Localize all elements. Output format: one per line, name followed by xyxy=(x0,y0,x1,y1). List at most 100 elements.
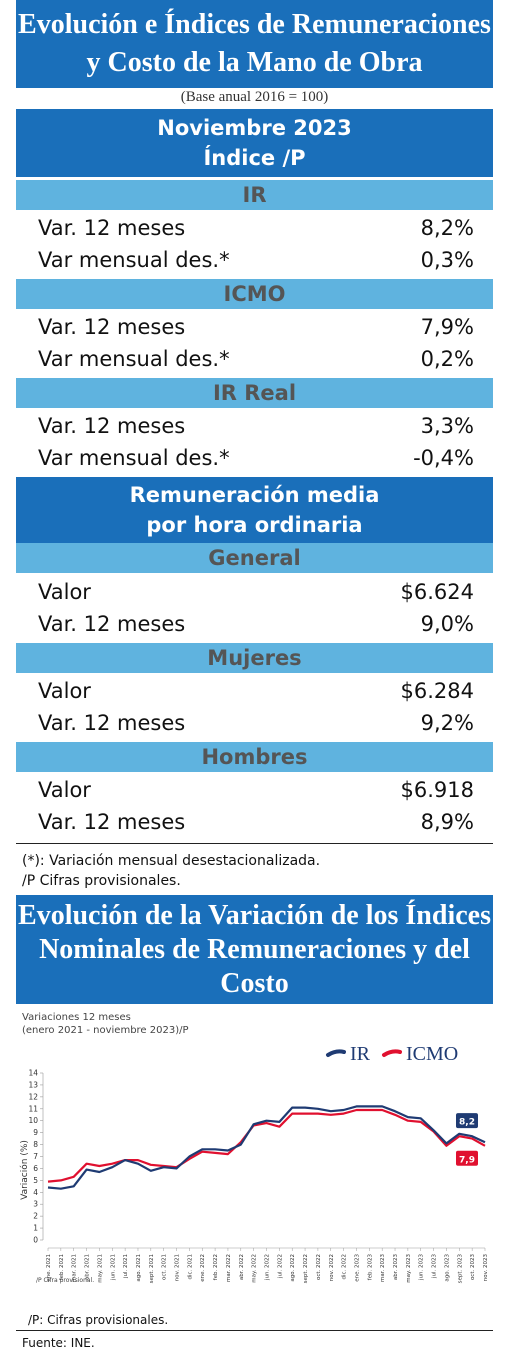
chart-series xyxy=(47,1105,486,1190)
y-tick-label: 8 xyxy=(33,1140,38,1149)
y-tick-label: 4 xyxy=(33,1188,38,1197)
x-tick-label: may. 2023 xyxy=(406,1254,412,1283)
row-label: Valor xyxy=(38,778,91,802)
x-tick-label: jun. 2022 xyxy=(265,1254,271,1281)
row-label: Var mensual des.* xyxy=(38,446,230,470)
row-label: Var mensual des.* xyxy=(38,248,230,272)
mujeres-row-var12: Var. 12 meses 9,2% xyxy=(38,707,474,739)
y-axis-title: Variación (%) xyxy=(19,1140,30,1200)
x-tick-label: dic. 2022 xyxy=(342,1254,348,1280)
row-label: Valor xyxy=(38,679,91,703)
x-tick-label: dic. 2021 xyxy=(187,1254,193,1280)
row-value: 7,9% xyxy=(420,315,474,339)
ir-row-varmensual: Var mensual des.* 0,3% xyxy=(38,244,474,276)
group-mujeres-header: Mujeres xyxy=(16,643,493,673)
main-title-line2: y Costo de la Mano de Obra xyxy=(86,47,423,78)
chart-section-title: Evolución de la Variación de los Índices… xyxy=(16,895,493,1033)
period-month: Noviembre 2023 xyxy=(157,116,352,140)
row-label: Var. 12 meses xyxy=(38,612,186,636)
note-provisional: /P Cifras provisionales. xyxy=(22,873,181,889)
chart-legend: IR ICMO xyxy=(326,1043,458,1065)
row-value: 3,3% xyxy=(420,414,474,438)
row-value: -0,4% xyxy=(413,446,474,470)
row-label: Valor xyxy=(38,580,91,604)
x-tick-label: jun. 2021 xyxy=(110,1254,116,1281)
note-desestacionalizada: (*): Variación mensual desestacionalizad… xyxy=(22,853,321,869)
row-value: 8,9% xyxy=(420,810,474,834)
remuneracion-header: Remuneración media por hora ordinaria xyxy=(16,477,493,543)
period-header: Noviembre 2023 Índice /P xyxy=(16,109,493,177)
y-tick-label: 14 xyxy=(28,1069,38,1078)
section-ir-header: IR xyxy=(16,180,493,210)
mujeres-row-valor: Valor $6.284 xyxy=(38,675,474,707)
x-tick-label: mar. 2021 xyxy=(72,1254,78,1282)
chart-footnote: /P: Cifras provisionales. xyxy=(28,1313,169,1327)
end-label-ir: 8,2 xyxy=(459,1118,475,1128)
row-label: Var. 12 meses xyxy=(38,414,186,438)
x-tick-label: feb. 2023 xyxy=(367,1254,373,1281)
y-tick-label: 6 xyxy=(33,1164,38,1173)
y-tick-label: 13 xyxy=(28,1080,38,1089)
x-tick-label: mar. 2022 xyxy=(226,1254,232,1282)
source-note: Fuente: INE. xyxy=(22,1336,95,1350)
section-irreal-header: IR Real xyxy=(16,378,493,408)
x-tick-label: oct. 2021 xyxy=(162,1254,168,1280)
x-tick-label: ene. 2022 xyxy=(200,1254,206,1282)
row-value: 0,2% xyxy=(420,347,474,371)
remuneracion-title-line2: por hora ordinaria xyxy=(146,513,363,537)
x-tick-label: ago. 2021 xyxy=(136,1254,142,1282)
x-tick-label: abr. 2023 xyxy=(393,1254,399,1281)
x-tick-label: ago. 2023 xyxy=(444,1254,450,1282)
row-value: $6.284 xyxy=(400,679,474,703)
end-label-box-ir xyxy=(456,1113,478,1129)
y-tick-label: 5 xyxy=(33,1176,38,1185)
row-value: 9,0% xyxy=(420,612,474,636)
x-tick-label: mar. 2023 xyxy=(380,1254,386,1282)
y-tick-label: 1 xyxy=(33,1224,38,1233)
x-tick-label: may. 2022 xyxy=(252,1254,258,1283)
row-label: Var mensual des.* xyxy=(38,347,230,371)
legend-ir-swatch xyxy=(326,1049,346,1057)
chart-subtitle-line1: Variaciones 12 meses xyxy=(22,1012,131,1023)
x-tick-label: jul. 2022 xyxy=(277,1254,283,1279)
x-tick-label: oct. 2022 xyxy=(316,1254,322,1280)
period-index-label: Índice /P xyxy=(203,146,306,170)
hombres-row-var12: Var. 12 meses 8,9% xyxy=(38,806,474,838)
x-tick-label: nov. 2022 xyxy=(329,1254,335,1281)
x-tick-label: feb. 2022 xyxy=(213,1254,219,1280)
ir-row-var12: Var. 12 meses 8,2% xyxy=(38,212,474,244)
hombres-row-valor: Valor $6.918 xyxy=(38,774,474,806)
x-tick-label: abr. 2022 xyxy=(239,1254,245,1280)
x-tick-label: oct. 2023 xyxy=(470,1254,476,1281)
legend-ir-label: IR xyxy=(350,1043,371,1065)
x-tick-label: ene. 2023 xyxy=(354,1254,360,1282)
row-label: Var. 12 meses xyxy=(38,711,186,735)
chart-subtitle-line2: (enero 2021 - noviembre 2023)/P xyxy=(22,1025,189,1036)
chart-subtitle: Variaciones 12 meses (enero 2021 - novie… xyxy=(22,1011,189,1037)
chart-end-labels: 8,2 7,9 xyxy=(456,1113,478,1166)
group-hombres-header: Hombres xyxy=(16,742,493,772)
chart-title-line3: de la Mano de obra xyxy=(138,1002,371,1033)
y-tick-label: 11 xyxy=(28,1104,38,1113)
x-tick-label: abr. 2021 xyxy=(85,1254,91,1280)
source-divider xyxy=(16,1330,493,1331)
general-row-valor: Valor $6.624 xyxy=(38,576,474,608)
y-tick-label: 0 xyxy=(33,1236,38,1245)
general-row-var12: Var. 12 meses 9,0% xyxy=(38,608,474,640)
x-axis: ene. 2021 feb. 2021 mar. 2021 abr. 2021 may.… xyxy=(46,1247,489,1283)
y-tick-label: 12 xyxy=(28,1092,38,1101)
group-general-header: General xyxy=(16,543,493,573)
x-tick-label: sept. 2023 xyxy=(457,1253,463,1283)
row-label: Var. 12 meses xyxy=(38,216,186,240)
y-tick-label: 9 xyxy=(33,1128,38,1137)
x-tick-label: sept. 2022 xyxy=(303,1254,309,1283)
chart-title-line2: Nominales de Remuneraciones y del Costo xyxy=(39,934,470,999)
y-tick-label: 7 xyxy=(33,1152,38,1161)
x-tick-label: jul. 2021 xyxy=(123,1254,129,1279)
irreal-row-varmensual: Var mensual des.* -0,4% xyxy=(38,442,474,474)
row-label: Var. 12 meses xyxy=(38,810,186,834)
remuneracion-title-line1: Remuneración media xyxy=(129,483,380,507)
row-label: Var. 12 meses xyxy=(38,315,186,339)
